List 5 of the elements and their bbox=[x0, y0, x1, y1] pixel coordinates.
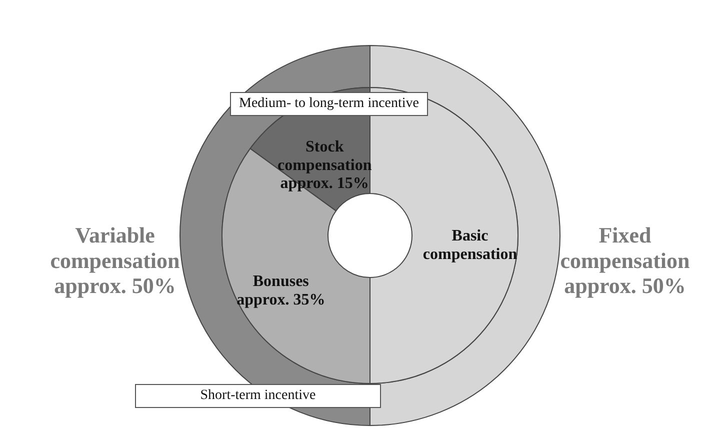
text: Medium- to long-term incentive bbox=[230, 92, 428, 116]
text: Short-term incentive bbox=[135, 384, 381, 408]
slice-label: Fixed compensation approx. 50% bbox=[560, 222, 690, 298]
slice-label: Bonuses approx. 35% bbox=[236, 272, 326, 308]
slice-label: Variable compensation approx. 50% bbox=[50, 222, 180, 298]
